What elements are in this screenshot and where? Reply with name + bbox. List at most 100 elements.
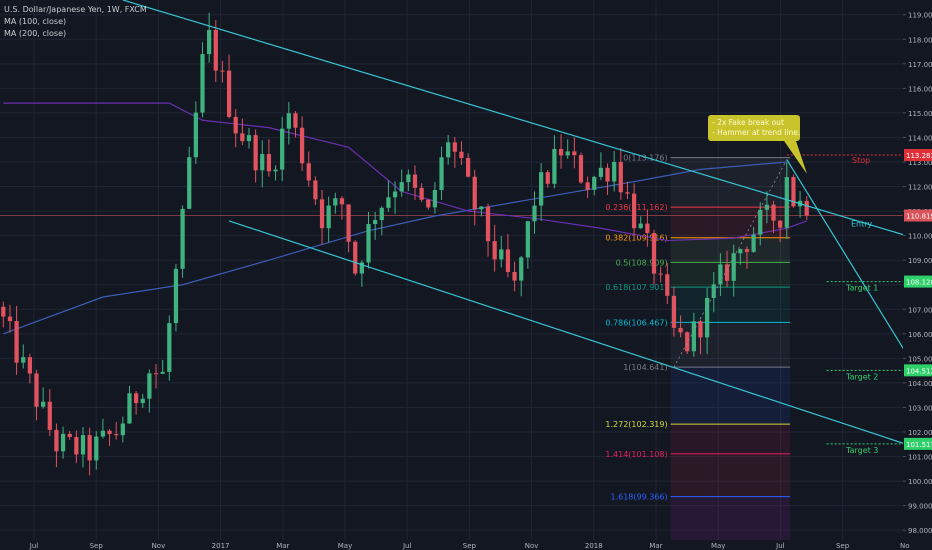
candle[interactable] xyxy=(260,140,265,188)
annotation-callout[interactable]: - 2x Fake break out- Hammer at trend lin… xyxy=(708,115,807,174)
candle[interactable] xyxy=(645,209,650,247)
trendlines[interactable] xyxy=(122,0,907,445)
candle[interactable] xyxy=(366,211,371,269)
candle[interactable] xyxy=(565,139,570,159)
ma100-legend[interactable]: MA (100, close) xyxy=(4,17,67,26)
candle[interactable] xyxy=(21,344,26,369)
trend-line[interactable] xyxy=(228,220,907,445)
candle[interactable] xyxy=(512,261,517,292)
candle[interactable] xyxy=(133,391,139,415)
candle[interactable] xyxy=(618,148,623,200)
candle[interactable] xyxy=(60,426,66,459)
candle[interactable] xyxy=(419,183,424,203)
candle[interactable] xyxy=(213,20,218,83)
candle[interactable] xyxy=(220,60,225,83)
candle[interactable] xyxy=(127,385,132,424)
candle[interactable] xyxy=(552,135,557,189)
candle[interactable] xyxy=(27,353,33,384)
candle[interactable] xyxy=(439,146,444,200)
fibonacci-retracement[interactable]: 0(113.176) 0.236(111.162) 0.382(109.916) 0.… xyxy=(605,154,791,540)
candle[interactable] xyxy=(94,431,99,470)
candle[interactable] xyxy=(346,204,351,253)
candle[interactable] xyxy=(226,54,232,119)
candle[interactable] xyxy=(605,163,610,195)
candle[interactable] xyxy=(459,141,464,165)
candle[interactable] xyxy=(253,129,258,183)
candle[interactable] xyxy=(160,359,165,375)
candle[interactable] xyxy=(406,169,411,192)
candles[interactable] xyxy=(1,12,809,476)
candle[interactable] xyxy=(80,427,86,468)
candle[interactable] xyxy=(731,244,736,297)
candle[interactable] xyxy=(658,266,663,283)
candle[interactable] xyxy=(485,203,491,257)
candle[interactable] xyxy=(187,146,192,210)
candle[interactable] xyxy=(54,423,59,468)
candle[interactable] xyxy=(1,301,6,328)
candle[interactable] xyxy=(167,315,172,381)
candle[interactable] xyxy=(791,174,796,208)
candle[interactable] xyxy=(107,429,112,446)
candle[interactable] xyxy=(532,191,537,234)
candle[interactable] xyxy=(193,101,198,165)
candle[interactable] xyxy=(665,262,670,305)
candle[interactable] xyxy=(465,153,471,178)
candle[interactable] xyxy=(705,287,710,355)
ma200-legend[interactable]: MA (200, close) xyxy=(4,29,67,38)
candle[interactable] xyxy=(631,183,637,238)
candle[interactable] xyxy=(47,389,52,437)
candle[interactable] xyxy=(293,111,298,138)
candle[interactable] xyxy=(326,196,331,243)
candle[interactable] xyxy=(34,369,39,421)
candle[interactable] xyxy=(492,224,497,272)
candle[interactable] xyxy=(246,128,252,149)
candle[interactable] xyxy=(339,195,345,220)
candle[interactable] xyxy=(598,152,604,181)
candle[interactable] xyxy=(41,387,46,409)
candle[interactable] xyxy=(718,253,723,296)
candle[interactable] xyxy=(147,369,152,413)
candle[interactable] xyxy=(392,181,398,215)
candle[interactable] xyxy=(120,416,125,443)
candle[interactable] xyxy=(671,286,677,337)
ma100-line[interactable] xyxy=(3,102,807,242)
y-axis[interactable]: 98.000 99.000 100.000 101.000 102.000 103.000… xyxy=(903,0,932,550)
candle[interactable] xyxy=(306,151,311,187)
candle[interactable] xyxy=(286,102,291,145)
candle[interactable] xyxy=(100,418,106,439)
candle[interactable] xyxy=(585,176,590,198)
candle[interactable] xyxy=(140,393,145,408)
candle[interactable] xyxy=(173,263,179,332)
candle[interactable] xyxy=(74,430,79,464)
candle[interactable] xyxy=(266,139,272,177)
candle[interactable] xyxy=(612,151,617,192)
candle[interactable] xyxy=(273,165,278,181)
candle[interactable] xyxy=(280,116,285,182)
candle[interactable] xyxy=(67,430,72,440)
candle[interactable] xyxy=(353,240,358,276)
candle[interactable] xyxy=(519,255,524,297)
candle[interactable] xyxy=(685,331,690,355)
candle[interactable] xyxy=(711,271,716,313)
candle[interactable] xyxy=(7,304,13,333)
candle[interactable] xyxy=(333,192,338,214)
candle[interactable] xyxy=(386,180,391,212)
candle[interactable] xyxy=(472,169,477,226)
x-axis[interactable]: Jul Sep Nov 2017 Mar May Jul Sep Nov 2018 Mar May Ju… xyxy=(0,540,932,550)
candle[interactable] xyxy=(412,165,418,200)
candle[interactable] xyxy=(479,205,484,217)
candle[interactable] xyxy=(638,216,643,229)
trend-line[interactable] xyxy=(786,159,907,354)
candle[interactable] xyxy=(373,211,378,240)
candle[interactable] xyxy=(452,137,457,168)
ma200-line[interactable] xyxy=(3,161,787,335)
candle[interactable] xyxy=(651,229,657,286)
candle[interactable] xyxy=(299,116,305,171)
candle[interactable] xyxy=(426,199,431,210)
candle[interactable] xyxy=(499,235,504,268)
candle[interactable] xyxy=(691,312,696,357)
candle[interactable] xyxy=(744,246,750,269)
candle[interactable] xyxy=(578,152,584,184)
candle[interactable] xyxy=(399,169,404,197)
